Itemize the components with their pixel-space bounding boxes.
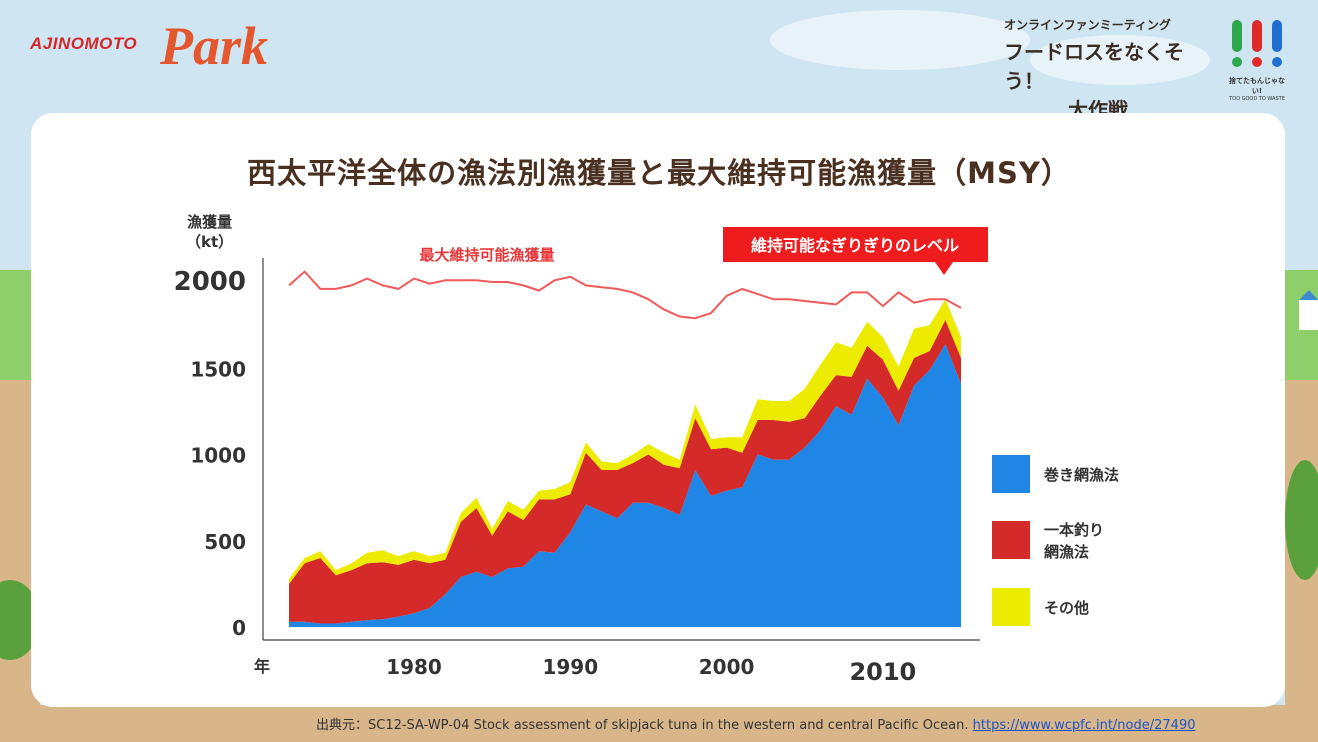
event-title: オンラインファンミーティング フードロスをなくそう！ 大作戦	[1004, 16, 1214, 123]
x-axis-label: 年	[254, 657, 270, 676]
legend-swatch	[992, 455, 1030, 493]
y-tick-label: 2000	[174, 267, 246, 297]
annotation-pointer	[935, 262, 953, 275]
area-series-1	[289, 344, 961, 627]
chart-title: 西太平洋全体の漁法別漁獲量と最大維持可能漁獲量（MSY）	[247, 156, 1071, 190]
source-citation: 出典元：SC12-SA-WP-04 Stock assessment of sk…	[316, 714, 1195, 733]
legend-label: 巻き網漁法	[1043, 466, 1119, 484]
x-tick-label: 2000	[699, 655, 755, 679]
badge-text: 捨てたもんじゃない!	[1229, 77, 1285, 95]
source-text: 出典元：SC12-SA-WP-04 Stock assessment of sk…	[316, 718, 969, 733]
y-tick-label: 0	[232, 616, 246, 640]
area-series-2	[289, 319, 961, 624]
legend-label: 網漁法	[1044, 543, 1089, 561]
legend-swatch	[992, 521, 1030, 559]
annotation-text: 維持可能なぎりぎりのレベル	[751, 236, 959, 255]
x-tick-label: 1980	[386, 655, 442, 679]
annotation-box	[723, 227, 988, 262]
source-link[interactable]: https://www.wcpfc.int/node/27490	[972, 718, 1196, 733]
msy-line	[288, 270, 962, 320]
badge-subtext: TOO GOOD TO WASTE	[1229, 96, 1285, 102]
event-subtitle: オンラインファンミーティング	[1004, 18, 1171, 32]
legend-label: 一本釣り	[1044, 521, 1104, 539]
x-tick-label: 1990	[542, 655, 598, 679]
y-axis-label-line1: 漁獲量	[187, 213, 233, 231]
too-good-to-waste-logo: 捨てたもんじゃない! TOO GOOD TO WASTE	[1226, 16, 1288, 102]
ajinomoto-logo: AJINOMOTO	[30, 34, 138, 53]
exclamation-icon	[1232, 20, 1282, 67]
y-tick-label: 500	[204, 530, 246, 554]
y-axis-label-line2: （kt）	[186, 233, 234, 251]
msy-label: 最大維持可能漁獲量	[419, 246, 554, 264]
y-axis-label: 漁獲量 （kt）	[186, 212, 233, 252]
event-main-title: フードロスをなくそう！	[1004, 40, 1184, 93]
park-logo: Park	[160, 16, 268, 76]
x-tick-label: 2010	[849, 658, 916, 686]
y-tick-label: 1500	[190, 357, 246, 381]
y-tick-label: 1000	[190, 444, 246, 468]
legend-label: その他	[1044, 599, 1089, 617]
legend-swatch	[992, 588, 1030, 626]
